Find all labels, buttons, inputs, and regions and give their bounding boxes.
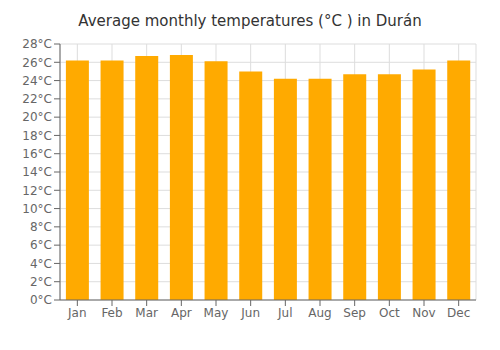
svg-text:2°C: 2°C (30, 275, 52, 289)
svg-text:18°C: 18°C (22, 129, 52, 143)
svg-text:Aug: Aug (308, 306, 331, 320)
svg-text:20°C: 20°C (22, 110, 52, 124)
svg-text:Oct: Oct (379, 306, 400, 320)
svg-text:Jan: Jan (67, 306, 87, 320)
svg-text:Sep: Sep (343, 306, 366, 320)
html-text:Average monthly temperatures (: Average monthly temperatures (°C ) in Du… (78, 12, 422, 30)
svg-text:26°C: 26°C (22, 56, 52, 70)
svg-text:16°C: 16°C (22, 147, 52, 161)
svg-text:Jun: Jun (240, 306, 260, 320)
svg-text:Jul: Jul (277, 306, 292, 320)
svg-text:10°C: 10°C (22, 202, 52, 216)
svg-text:12°C: 12°C (22, 184, 52, 198)
svg-text:Nov: Nov (412, 306, 435, 320)
svg-text:Dec: Dec (447, 306, 470, 320)
svg-text:22°C: 22°C (22, 92, 52, 106)
svg-text:28°C: 28°C (22, 37, 52, 51)
svg-text:May: May (204, 306, 229, 320)
svg-text:Feb: Feb (101, 306, 122, 320)
svg-text:Apr: Apr (171, 306, 192, 320)
svg-text:8°C: 8°C (30, 220, 52, 234)
svg-text:24°C: 24°C (22, 74, 52, 88)
svg-text:Mar: Mar (135, 306, 158, 320)
svg-text:0°C: 0°C (30, 293, 52, 307)
svg-text:14°C: 14°C (22, 165, 52, 179)
svg-text:4°C: 4°C (30, 257, 52, 271)
svg-text:6°C: 6°C (30, 238, 52, 252)
